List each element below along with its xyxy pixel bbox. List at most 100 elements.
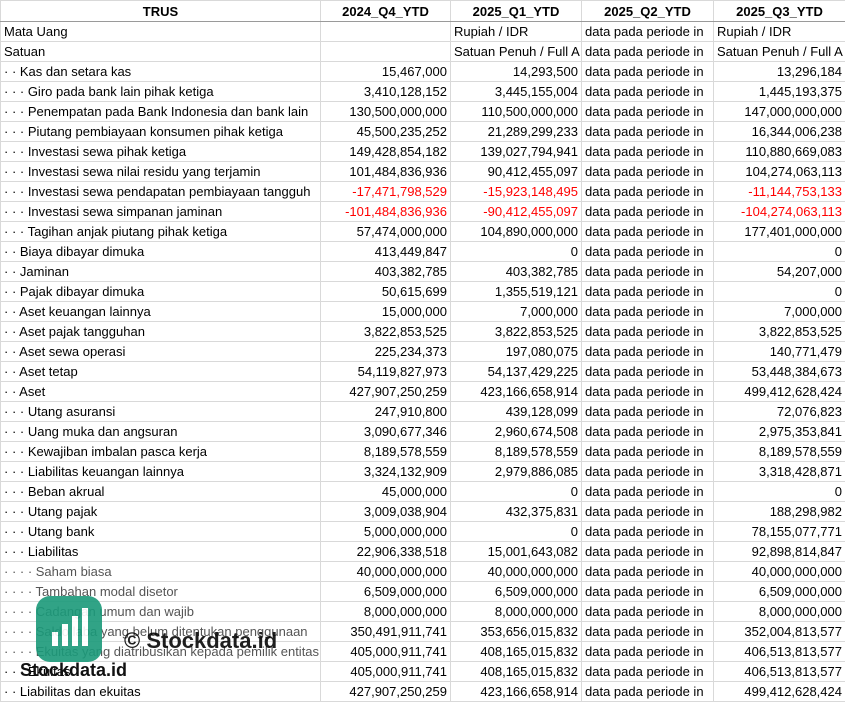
cell: 350,491,911,741 (321, 622, 451, 642)
cell: 110,500,000,000 (451, 102, 582, 122)
cell: -90,412,455,097 (451, 202, 582, 222)
cell: 3,822,853,525 (714, 322, 845, 342)
cell: 0 (451, 522, 582, 542)
cell: 45,500,235,252 (321, 122, 451, 142)
cell: data pada periode in (582, 622, 714, 642)
table-row: · · · Penempatan pada Bank Indonesia dan… (1, 102, 845, 122)
row-label: · · · Liabilitas keuangan lainnya (1, 462, 321, 482)
cell: 90,412,455,097 (451, 162, 582, 182)
row-label: · · · · Cadangan umum dan wajib (1, 602, 321, 622)
cell: data pada periode in (582, 462, 714, 482)
cell: 6,509,000,000 (451, 582, 582, 602)
cell: 3,090,677,346 (321, 422, 451, 442)
cell: 0 (714, 242, 845, 262)
row-label: · · Aset pajak tangguhan (1, 322, 321, 342)
row-label: · · · Penempatan pada Bank Indonesia dan… (1, 102, 321, 122)
cell: 439,128,099 (451, 402, 582, 422)
cell: 405,000,911,741 (321, 642, 451, 662)
cell: 427,907,250,259 (321, 682, 451, 702)
table-row: · · · Piutang pembiayaan konsumen pihak … (1, 122, 845, 142)
cell: 104,890,000,000 (451, 222, 582, 242)
row-label: Satuan (1, 42, 321, 62)
cell: data pada periode in (582, 242, 714, 262)
cell: 8,000,000,000 (451, 602, 582, 622)
cell: data pada periode in (582, 642, 714, 662)
cell: 139,027,794,941 (451, 142, 582, 162)
cell: 432,375,831 (451, 502, 582, 522)
row-label: · · · Liabilitas (1, 542, 321, 562)
row-label: · · · Beban akrual (1, 482, 321, 502)
cell: 54,119,827,973 (321, 362, 451, 382)
cell: 3,009,038,904 (321, 502, 451, 522)
cell: data pada periode in (582, 342, 714, 362)
cell: -101,484,836,936 (321, 202, 451, 222)
cell: -15,923,148,495 (451, 182, 582, 202)
cell: data pada periode in (582, 102, 714, 122)
cell: 3,822,853,525 (451, 322, 582, 342)
cell: -104,274,063,113 (714, 202, 845, 222)
cell: 247,910,800 (321, 402, 451, 422)
row-label: · · Biaya dibayar dimuka (1, 242, 321, 262)
row-label: · · Aset keuangan lainnya (1, 302, 321, 322)
cell: 0 (451, 242, 582, 262)
cell (321, 22, 451, 42)
row-label: · · Jaminan (1, 262, 321, 282)
row-label: · · · · Ekuitas yang diatribusikan kepad… (1, 642, 321, 662)
table-row: · · · Investasi sewa pendapatan pembiaya… (1, 182, 845, 202)
cell: 406,513,813,577 (714, 642, 845, 662)
cell: data pada periode in (582, 162, 714, 182)
cell: data pada periode in (582, 262, 714, 282)
cell: data pada periode in (582, 562, 714, 582)
cell: 147,000,000,000 (714, 102, 845, 122)
cell: data pada periode in (582, 22, 714, 42)
row-label: · · Liabilitas dan ekuitas (1, 682, 321, 702)
cell: 6,509,000,000 (714, 582, 845, 602)
cell: 8,189,578,559 (714, 442, 845, 462)
cell: 403,382,785 (321, 262, 451, 282)
cell: 7,000,000 (714, 302, 845, 322)
cell: 54,207,000 (714, 262, 845, 282)
row-label: · · · Tagihan anjak piutang pihak ketiga (1, 222, 321, 242)
row-label: · · · Utang bank (1, 522, 321, 542)
row-label: · · · Giro pada bank lain pihak ketiga (1, 82, 321, 102)
cell: data pada periode in (582, 182, 714, 202)
cell: 149,428,854,182 (321, 142, 451, 162)
cell: 1,355,519,121 (451, 282, 582, 302)
column-header: 2025_Q1_YTD (451, 1, 582, 22)
cell: 5,000,000,000 (321, 522, 451, 542)
table-row: · · · · Cadangan umum dan wajib 8,000,000… (1, 602, 845, 622)
row-label: · · · · Saham biasa (1, 562, 321, 582)
row-label: · · · Investasi sewa nilai residu yang t… (1, 162, 321, 182)
cell: 403,382,785 (451, 262, 582, 282)
cell: data pada periode in (582, 402, 714, 422)
column-header: 2025_Q2_YTD (582, 1, 714, 22)
cell: 423,166,658,914 (451, 682, 582, 702)
cell: 406,513,813,577 (714, 662, 845, 682)
cell: 3,822,853,525 (321, 322, 451, 342)
cell: 352,004,813,577 (714, 622, 845, 642)
row-label: · · · Utang asuransi (1, 402, 321, 422)
row-label: · · Kas dan setara kas (1, 62, 321, 82)
cell: data pada periode in (582, 362, 714, 382)
cell: 0 (714, 482, 845, 502)
cell: 21,289,299,233 (451, 122, 582, 142)
cell: data pada periode in (582, 62, 714, 82)
